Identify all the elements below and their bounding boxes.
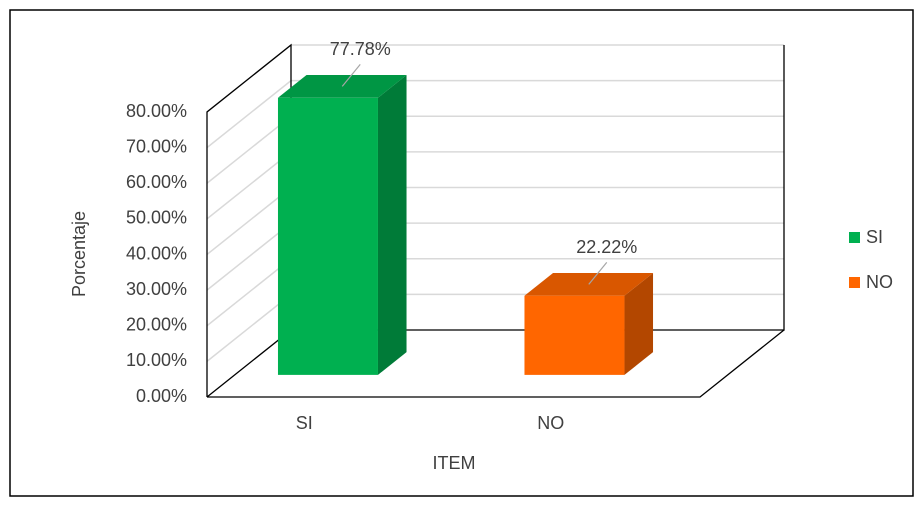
y-tick-label: 60.00% xyxy=(126,172,187,192)
floor xyxy=(207,329,785,398)
legend-swatch xyxy=(849,277,860,288)
y-tick-label: 70.00% xyxy=(126,136,187,156)
y-tick-label: 30.00% xyxy=(126,279,187,299)
legend-label: NO xyxy=(866,272,893,292)
x-axis-label: ITEM xyxy=(433,453,476,473)
chart-frame xyxy=(9,9,914,497)
left-wall xyxy=(206,43,292,398)
leader-line xyxy=(341,64,361,87)
y-tick-label: 50.00% xyxy=(126,208,187,228)
legend-label: SI xyxy=(866,227,883,247)
y-axis-label: Porcentaje xyxy=(69,211,89,297)
legend-swatch xyxy=(849,232,860,243)
leader-line xyxy=(588,261,608,285)
y-tick-label: 20.00% xyxy=(126,315,187,335)
bar xyxy=(277,97,378,375)
x-tick-label: NO xyxy=(537,413,564,433)
bar-side xyxy=(624,272,654,375)
x-tick-label: SI xyxy=(296,413,313,433)
bar xyxy=(524,295,625,375)
y-tick-label: 40.00% xyxy=(126,243,187,263)
value-label: 77.78% xyxy=(330,39,391,59)
y-tick-label: 10.00% xyxy=(126,350,187,370)
y-tick-label: 0.00% xyxy=(136,386,187,406)
bar-side xyxy=(377,75,407,375)
y-tick-label: 80.00% xyxy=(126,101,187,121)
value-label: 22.22% xyxy=(576,237,637,257)
